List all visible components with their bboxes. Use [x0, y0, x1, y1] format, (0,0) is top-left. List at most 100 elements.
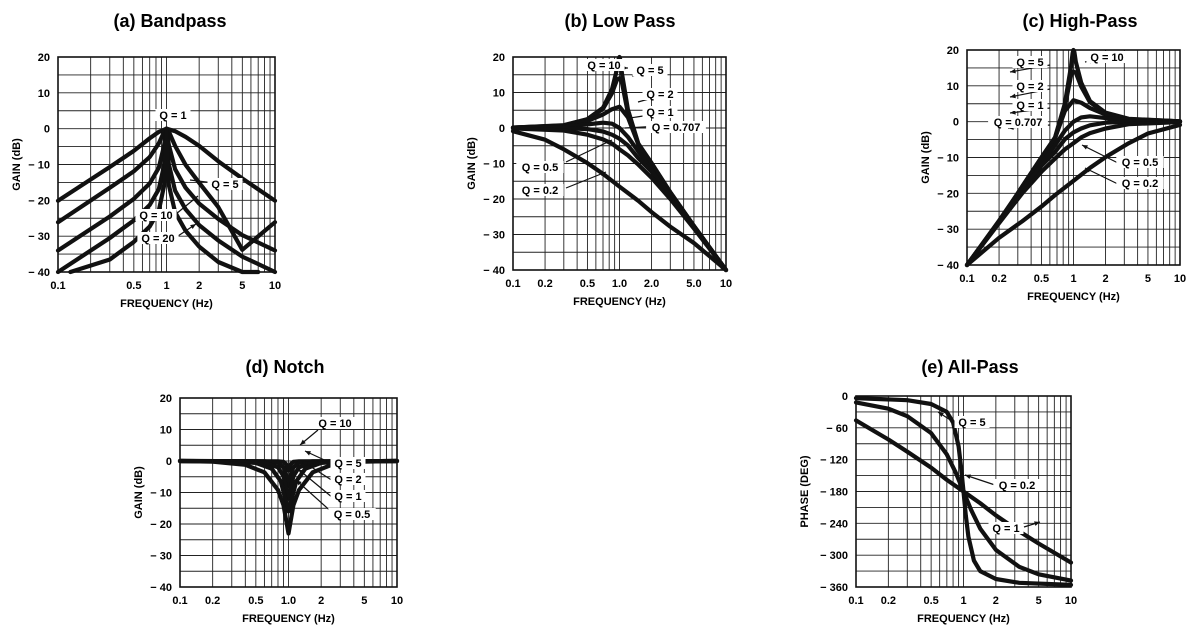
- x-tick-label: 0.5: [1034, 273, 1049, 285]
- chart-c: (c) High-Pass 20 10 0 − 10 − 20 − 30 − 400.1 0.2…: [920, 11, 1186, 303]
- annotation-arrowhead: [1010, 109, 1016, 115]
- x-tick-label: 0.5: [248, 595, 263, 607]
- chart-e: (e) All-Pass 0 − 60 − 120 − 180 − 240 − 300 − 3…: [799, 357, 1077, 625]
- annotation-leader: [565, 171, 607, 189]
- annotation-bg: [330, 490, 366, 502]
- series-line-q-0-2: [964, 122, 1183, 268]
- x-tick-label: 10: [1174, 273, 1186, 285]
- y-tick-label: − 360: [820, 582, 848, 594]
- annotation-bg: [330, 473, 366, 485]
- y-tick-label: − 60: [826, 423, 848, 435]
- y-tick-label: 10: [493, 88, 505, 100]
- annotation-bg: [1012, 80, 1048, 92]
- annotation-bg: [1012, 56, 1048, 68]
- annotation-bg: [328, 508, 376, 520]
- x-tick-label: 2.0: [644, 278, 659, 290]
- x-axis-label: FREQUENCY (Hz): [1027, 291, 1120, 303]
- x-tick-label: 5: [1036, 595, 1042, 607]
- annotation-bg: [642, 106, 678, 118]
- x-tick-label: 0.1: [959, 273, 974, 285]
- y-tick-label: − 40: [483, 265, 505, 277]
- y-tick-label: 20: [947, 45, 959, 57]
- annotation-arrowhead: [1010, 68, 1016, 74]
- x-axis-label: FREQUENCY (Hz): [573, 296, 666, 308]
- annotation-label: Q = 0.707: [994, 117, 1043, 129]
- annotation-leader: [1084, 167, 1123, 187]
- annotation-arrowhead: [1085, 168, 1091, 173]
- annotation-label: Q = 2: [646, 89, 673, 101]
- x-tick-label: 5: [1145, 273, 1151, 285]
- annotation-leader: [297, 468, 334, 499]
- x-tick-label: 2: [196, 280, 202, 292]
- y-tick-label: − 30: [483, 230, 505, 242]
- x-tick-label: 1: [960, 595, 966, 607]
- y-axis-label: GAIN (dB): [920, 131, 932, 184]
- y-tick-label: − 40: [150, 582, 172, 594]
- annotation-leader: [964, 474, 999, 487]
- annotation-bg: [1012, 99, 1048, 111]
- y-axis-label: GAIN (dB): [11, 138, 23, 191]
- x-tick-label: 5: [239, 280, 245, 292]
- x-axis-label: FREQUENCY (Hz): [242, 613, 335, 625]
- x-tick-label: 0.2: [537, 278, 552, 290]
- annotation-bg: [314, 417, 356, 429]
- annotation-arrowhead: [1034, 521, 1040, 526]
- annotation-label: Q = 0.2: [522, 185, 558, 197]
- annotation-bg: [1086, 51, 1128, 63]
- annotation-arrowhead: [305, 451, 311, 456]
- annotation-arrowhead: [192, 196, 198, 202]
- annotation-label: Q = 0.5: [334, 509, 370, 521]
- y-tick-label: − 180: [820, 487, 848, 499]
- x-tick-label: 5: [361, 595, 367, 607]
- y-tick-label: − 20: [483, 194, 505, 206]
- annotation-bg: [516, 184, 564, 196]
- x-axis-label: FREQUENCY (Hz): [120, 298, 213, 310]
- annotation-label: Q = 5: [1016, 57, 1043, 69]
- annotation-label: Q = 0.5: [1122, 157, 1158, 169]
- x-tick-label: 0.1: [172, 595, 187, 607]
- x-tick-label: 0.2: [991, 273, 1006, 285]
- annotation-bg: [137, 232, 179, 244]
- annotation-bg: [1116, 177, 1164, 189]
- x-tick-label: 10: [1065, 595, 1077, 607]
- y-tick-label: 0: [166, 456, 172, 468]
- annotation-bg: [988, 522, 1024, 534]
- y-tick-label: 10: [38, 88, 50, 100]
- annotation-bg: [993, 479, 1041, 491]
- annotation-arrowhead: [938, 412, 944, 417]
- annotation-label: Q = 5: [636, 65, 663, 77]
- y-tick-label: 20: [160, 393, 172, 405]
- annotation-label: Q = 0.2: [1122, 178, 1158, 190]
- annotation-bg: [135, 209, 177, 221]
- x-tick-label: 2: [1102, 273, 1108, 285]
- annotation-label: Q = 10: [587, 60, 620, 72]
- x-tick-label: 2: [318, 595, 324, 607]
- y-tick-label: − 120: [820, 455, 848, 467]
- annotation-arrowhead: [606, 140, 612, 145]
- annotation-arrowhead: [1010, 93, 1016, 99]
- annotation-bg: [155, 109, 191, 121]
- y-tick-label: − 40: [28, 267, 50, 279]
- annotation-bg: [516, 161, 564, 173]
- x-tick-label: 1.0: [281, 595, 296, 607]
- annotation-label: Q = 1: [992, 523, 1019, 535]
- annotation-label: Q = 1: [1016, 100, 1043, 112]
- x-tick-label: 0.1: [50, 280, 65, 292]
- x-axis-label: FREQUENCY (Hz): [917, 613, 1010, 625]
- chart-title: (b) Low Pass: [564, 11, 675, 31]
- y-tick-label: 10: [947, 81, 959, 93]
- x-tick-label: 0.2: [205, 595, 220, 607]
- series-line-q-10: [177, 458, 400, 473]
- x-tick-label: 10: [269, 280, 281, 292]
- y-tick-label: − 10: [937, 153, 959, 165]
- x-tick-label: 0.5: [580, 278, 595, 290]
- series-line-q-0-5: [510, 126, 729, 273]
- y-tick-label: 0: [44, 124, 50, 136]
- y-axis-label: GAIN (dB): [466, 137, 478, 190]
- x-tick-label: 1: [1070, 273, 1076, 285]
- y-tick-label: − 20: [28, 195, 50, 207]
- annotation-arrowhead: [296, 480, 302, 486]
- annotation-bg: [1116, 156, 1164, 168]
- series-line-q-0-5: [964, 119, 1183, 268]
- annotation-label: Q = 1: [646, 107, 673, 119]
